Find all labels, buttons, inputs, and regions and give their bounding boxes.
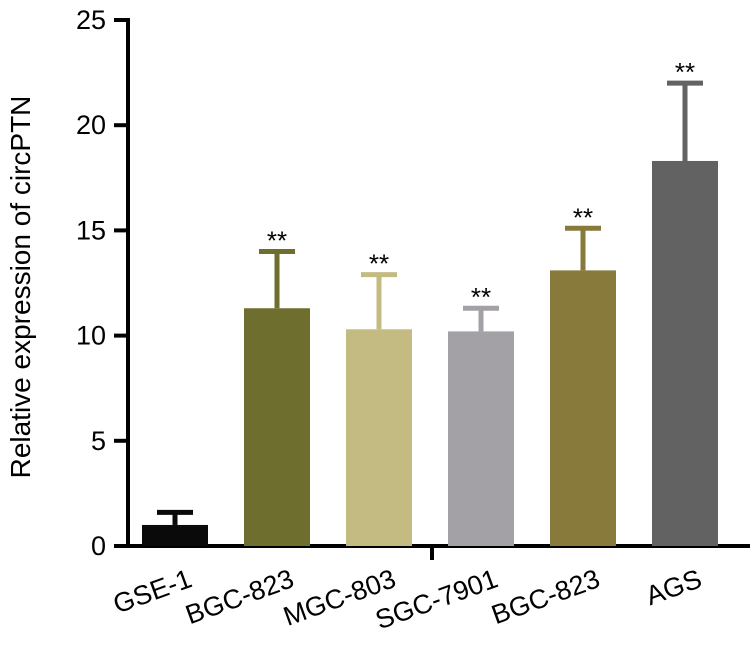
y-tick-label: 15 (76, 215, 106, 245)
category-label: AGS (642, 563, 706, 611)
y-tick-label: 5 (91, 426, 106, 456)
y-tick-label: 20 (76, 110, 106, 140)
significance-group: ** ** ** ** ** (267, 57, 695, 312)
bar (244, 308, 310, 546)
significance-label: ** (369, 249, 389, 279)
y-axis: 0 5 10 15 20 25 (76, 5, 130, 561)
y-tick-label: 25 (76, 5, 106, 35)
bar (346, 329, 412, 546)
bar (652, 160, 718, 546)
y-tick-label: 0 (91, 531, 106, 561)
category-label: GSE-1 (109, 563, 195, 619)
significance-label: ** (675, 57, 695, 87)
significance-label: ** (573, 202, 593, 232)
bars-group (142, 160, 718, 546)
bar (448, 331, 514, 546)
bar (142, 524, 208, 546)
x-axis (126, 544, 750, 560)
error-bars-group (157, 80, 703, 525)
y-tick-label: 10 (76, 321, 106, 351)
y-axis-title: Relative expression of circPTN (5, 96, 36, 479)
significance-label: ** (471, 282, 491, 312)
category-label: BGC-823 (182, 563, 298, 630)
significance-label: ** (267, 225, 287, 255)
bar (550, 270, 616, 546)
category-label: BGC-823 (488, 563, 604, 630)
